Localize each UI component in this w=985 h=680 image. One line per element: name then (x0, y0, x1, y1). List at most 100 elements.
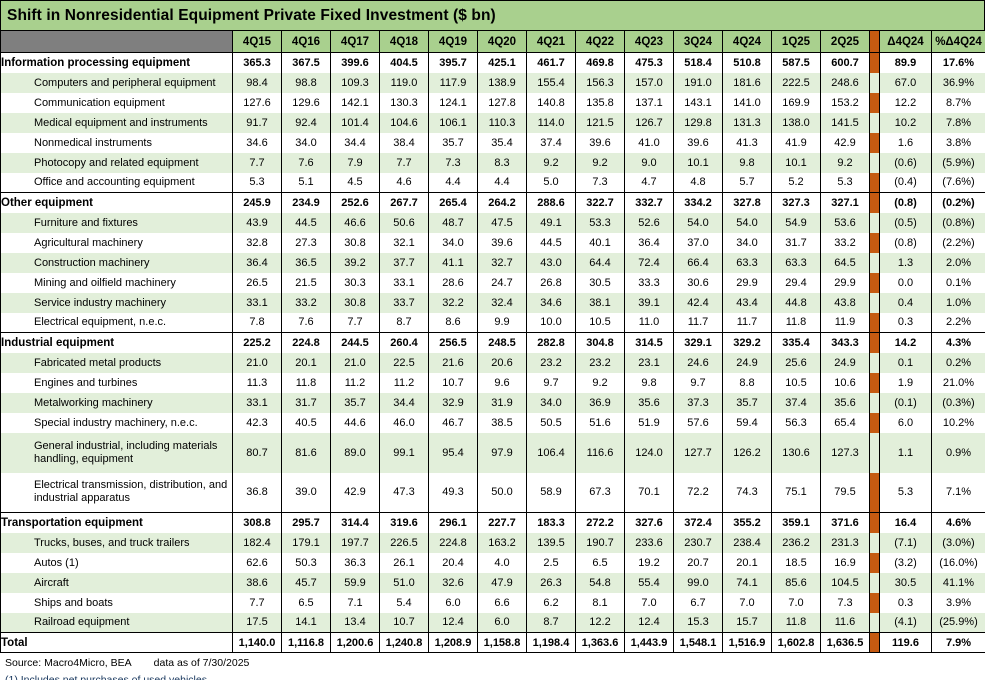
data-cell: 41.3 (722, 132, 772, 153)
data-cell: 7.0 (771, 592, 821, 613)
data-cell: 11.8 (771, 312, 821, 333)
delta-cell: (0.8) (879, 192, 932, 213)
data-cell: 1,363.6 (575, 632, 625, 653)
data-cell: 32.9 (428, 392, 478, 413)
row-label: Agricultural machinery (0, 232, 233, 253)
data-cell: 7.6 (281, 312, 331, 333)
orange-divider (869, 572, 880, 593)
delta-cell: (0.1) (879, 392, 932, 413)
data-cell: 7.1 (330, 592, 380, 613)
data-cell: 600.7 (820, 52, 870, 73)
data-cell: 7.9 (330, 152, 380, 173)
data-cell: 38.5 (477, 412, 527, 433)
data-cell: 31.9 (477, 392, 527, 413)
delta-cell: 2.2% (931, 312, 985, 333)
delta-cell: (0.8%) (931, 212, 985, 233)
data-cell: 252.6 (330, 192, 380, 213)
table-row: Metalworking machinery 33.1 31.7 35.7 34.4 32… (0, 392, 985, 413)
orange-divider (869, 592, 880, 613)
table-row: Information processing equipment 365.3 367… (0, 52, 985, 73)
header-row: 4Q15 4Q16 4Q17 4Q18 4Q19 4Q20 4Q21 4Q22 4Q23 3Q24… (0, 30, 985, 53)
data-cell: 169.9 (771, 92, 821, 113)
data-cell: 75.1 (771, 472, 821, 513)
data-cell: 79.5 (820, 472, 870, 513)
data-cell: 135.8 (575, 92, 625, 113)
data-cell: 41.9 (771, 132, 821, 153)
table-row: Railroad equipment 17.5 14.1 13.4 10.7 12.4 6.… (0, 612, 985, 633)
data-cell: 234.9 (281, 192, 331, 213)
data-cell: 8.1 (575, 592, 625, 613)
data-cell: 10.6 (820, 372, 870, 393)
data-cell: 9.7 (673, 372, 723, 393)
data-cell: 475.3 (624, 52, 674, 73)
orange-divider (869, 192, 880, 213)
data-cell: 22.5 (379, 352, 429, 373)
data-cell: 67.3 (575, 472, 625, 513)
column-header: Δ4Q24 (879, 30, 932, 53)
data-cell: 139.5 (526, 532, 576, 553)
data-cell: 8.6 (428, 312, 478, 333)
data-cell: 260.4 (379, 332, 429, 353)
data-cell: 31.7 (771, 232, 821, 253)
data-cell: 13.4 (330, 612, 380, 633)
column-header: 2Q25 (820, 30, 870, 53)
data-cell: 225.2 (232, 332, 282, 353)
data-cell: 5.7 (722, 172, 772, 193)
table-row: Special industry machinery, n.e.c. 42.3 40… (0, 412, 985, 433)
delta-cell: (0.2%) (931, 192, 985, 213)
data-cell: 91.7 (232, 112, 282, 133)
data-cell: 11.0 (624, 312, 674, 333)
delta-cell: 0.2% (931, 352, 985, 373)
table-body: Information processing equipment 365.3 367… (0, 52, 985, 653)
data-cell: 34.4 (330, 132, 380, 153)
delta-cell: (25.9%) (931, 612, 985, 633)
data-cell: 11.2 (379, 372, 429, 393)
data-cell: 131.3 (722, 112, 772, 133)
data-cell: 34.6 (526, 292, 576, 313)
delta-cell: 16.4 (879, 512, 932, 533)
data-cell: 224.8 (281, 332, 331, 353)
data-cell: 1,240.8 (379, 632, 429, 653)
row-label: Information processing equipment (0, 52, 233, 73)
data-cell: 6.5 (281, 592, 331, 613)
data-cell: 104.6 (379, 112, 429, 133)
delta-cell: 10.2% (931, 412, 985, 433)
data-cell: 138.0 (771, 112, 821, 133)
data-cell: 9.2 (526, 152, 576, 173)
data-cell: 11.2 (330, 372, 380, 393)
delta-cell: 10.2 (879, 112, 932, 133)
delta-cell: 36.9% (931, 72, 985, 93)
data-cell: 44.6 (330, 412, 380, 433)
column-header: 4Q24 (722, 30, 772, 53)
data-cell: 21.6 (428, 352, 478, 373)
data-cell: 4.7 (624, 172, 674, 193)
row-label: Office and accounting equipment (0, 172, 233, 193)
delta-cell: 0.4 (879, 292, 932, 313)
data-cell: 9.2 (820, 152, 870, 173)
table-header: 4Q15 4Q16 4Q17 4Q18 4Q19 4Q20 4Q21 4Q22 4Q23 3Q24… (0, 30, 985, 53)
orange-divider (869, 612, 880, 633)
orange-divider (869, 432, 880, 473)
data-cell: 7.6 (281, 152, 331, 173)
data-cell: 130.3 (379, 92, 429, 113)
corner-cell (0, 30, 233, 53)
row-label: General industrial, including materials … (0, 432, 233, 473)
column-header: 4Q17 (330, 30, 380, 53)
data-cell: 327.8 (722, 192, 772, 213)
delta-cell: 12.2 (879, 92, 932, 113)
data-cell: 1,443.9 (624, 632, 674, 653)
row-label: Metalworking machinery (0, 392, 233, 413)
data-cell: 48.7 (428, 212, 478, 233)
orange-divider (869, 232, 880, 253)
data-cell: 12.4 (624, 612, 674, 633)
data-cell: 7.3 (820, 592, 870, 613)
column-header: 4Q16 (281, 30, 331, 53)
delta-cell: 0.1% (931, 272, 985, 293)
row-label: Mining and oilfield machinery (0, 272, 233, 293)
data-cell: 142.1 (330, 92, 380, 113)
data-cell: 47.3 (379, 472, 429, 513)
data-cell: 74.1 (722, 572, 772, 593)
data-cell: 41.0 (624, 132, 674, 153)
delta-cell: (0.3%) (931, 392, 985, 413)
